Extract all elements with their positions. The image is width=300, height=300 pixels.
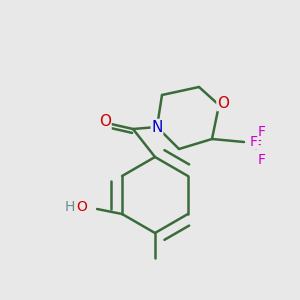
- Text: F: F: [258, 153, 266, 167]
- Text: F: F: [250, 135, 258, 149]
- Text: F: F: [258, 125, 266, 139]
- Text: O: O: [76, 200, 87, 214]
- Text: F: F: [254, 139, 262, 153]
- Text: O: O: [217, 95, 229, 110]
- Text: H: H: [65, 200, 75, 214]
- Text: O: O: [99, 115, 111, 130]
- Text: N: N: [151, 119, 163, 134]
